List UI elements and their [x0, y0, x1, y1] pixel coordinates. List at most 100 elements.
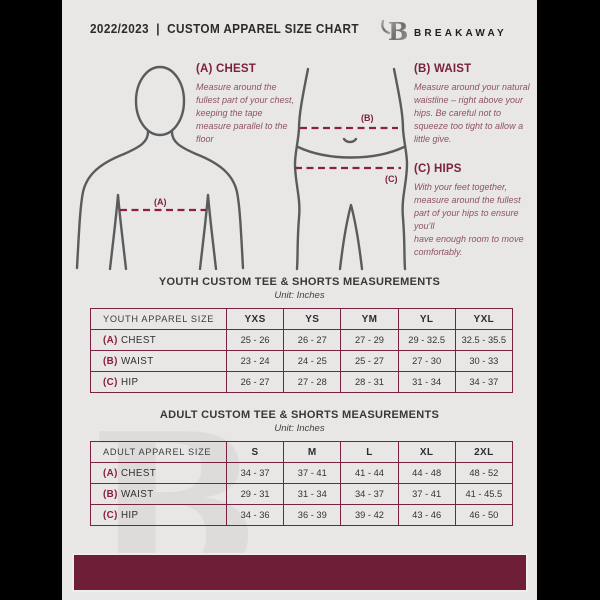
- chest-instruction-block: (A) CHEST Measure around the fullest par…: [196, 63, 298, 146]
- upper-body-diagram: (A): [75, 65, 245, 270]
- measurement-cell: 44 - 48: [397, 462, 456, 484]
- page-title: 2022/2023 | CUSTOM APPAREL SIZE CHART: [90, 22, 359, 36]
- row-label: (B) WAIST: [90, 483, 227, 505]
- row-name: CHEST: [120, 467, 157, 479]
- measurement-cell: 27 - 30: [397, 350, 456, 372]
- measurement-cell: 43 - 46: [397, 504, 456, 526]
- inner-leg-outline: [338, 203, 364, 271]
- size-col-header: XL: [397, 441, 456, 463]
- measurement-cell: 34 - 37: [454, 371, 513, 393]
- adult-header-row: ADULT APPAREL SIZE S M L XL 2XL: [90, 441, 513, 463]
- measurement-cell: 39 - 42: [340, 504, 399, 526]
- row-prefix: (C): [103, 376, 118, 388]
- row-prefix: (A): [103, 334, 118, 346]
- measurement-cell: 24 - 25: [283, 350, 342, 372]
- adult-table-title: ADULT CUSTOM TEE & SHORTS MEASUREMENTS: [159, 409, 440, 421]
- hips-instruction-block: (C) HIPS With your feet together, measur…: [414, 163, 536, 259]
- hip-line-label: (C): [385, 174, 398, 184]
- size-col-header: L: [340, 441, 399, 463]
- measurement-cell: 41 - 45.5: [454, 483, 513, 505]
- measurement-cell: 37 - 41: [397, 483, 456, 505]
- left-shoulder-arm-outline: [75, 130, 150, 270]
- measurement-cell: 31 - 34: [283, 483, 342, 505]
- youth-table-title: YOUTH CUSTOM TEE & SHORTS MEASUREMENTS: [158, 276, 441, 288]
- size-col-header: 2XL: [454, 441, 513, 463]
- measurement-cell: 31 - 34: [397, 371, 456, 393]
- adult-hip-row: (C) HIP 34 - 36 36 - 39 39 - 42 43 - 46 …: [90, 504, 513, 526]
- youth-size-header: YOUTH APPAREL SIZE: [90, 308, 227, 330]
- measurement-cell: 48 - 52: [454, 462, 513, 484]
- waist-instruction-heading: (B) WAIST: [414, 63, 472, 75]
- brand-lockup: B BREAKAWAY: [380, 14, 507, 46]
- measurement-cell: 34 - 37: [225, 462, 285, 484]
- measurement-cell: 34 - 36: [225, 504, 285, 526]
- row-name: HIP: [120, 376, 139, 388]
- adult-waist-row: (B) WAIST 29 - 31 31 - 34 34 - 37 37 - 4…: [90, 483, 513, 505]
- row-name: WAIST: [120, 355, 154, 367]
- left-hip-leg-outline: [293, 67, 310, 271]
- row-prefix: (B): [103, 488, 118, 500]
- size-col-header: YXL: [454, 308, 513, 330]
- svg-text:B: B: [388, 17, 408, 46]
- size-col-header: YM: [340, 308, 399, 330]
- row-name: HIP: [120, 509, 139, 521]
- row-label: (B) WAIST: [90, 350, 227, 372]
- measurement-cell: 25 - 27: [340, 350, 399, 372]
- navel-mark: [342, 137, 358, 144]
- measurement-cell: 23 - 24: [225, 350, 285, 372]
- youth-table-unit: Unit: Inches: [274, 290, 325, 301]
- size-col-header: M: [283, 441, 342, 463]
- hips-instruction-heading: (C) HIPS: [414, 163, 462, 175]
- chest-instruction-text: Measure around the fullest part of your …: [196, 82, 295, 145]
- measurement-cell: 37 - 41: [283, 462, 342, 484]
- measurement-cell: 29 - 32.5: [397, 329, 456, 351]
- row-label: (C) HIP: [90, 371, 227, 393]
- waist-line-label: (B): [361, 113, 374, 123]
- head-outline: [134, 65, 186, 137]
- youth-header-row: YOUTH APPAREL SIZE YXS YS YM YL YXL: [90, 308, 513, 330]
- row-prefix: (C): [103, 509, 118, 521]
- footer-bar: [72, 553, 528, 592]
- measurement-cell: 41 - 44: [340, 462, 399, 484]
- waist-instruction-text: Measure around your natural waistline – …: [414, 82, 530, 145]
- chest-instruction-heading: (A) CHEST: [196, 63, 256, 75]
- size-col-header: S: [225, 441, 285, 463]
- adult-size-table: ADULT APPAREL SIZE S M L XL 2XL (A) CHES…: [90, 441, 513, 526]
- row-label: (C) HIP: [90, 504, 227, 526]
- measurement-cell: 29 - 31: [225, 483, 285, 505]
- row-label: (A) CHEST: [90, 462, 227, 484]
- measurement-cell: 34 - 37: [340, 483, 399, 505]
- size-col-header: YS: [283, 308, 342, 330]
- adult-table-unit: Unit: Inches: [274, 423, 325, 434]
- measurement-cell: 28 - 31: [340, 371, 399, 393]
- hips-instruction-text: With your feet together, measure around …: [414, 182, 524, 258]
- measurement-cell: 25 - 26: [225, 329, 285, 351]
- measurement-cell: 26 - 27: [283, 329, 342, 351]
- size-col-header: YXS: [225, 308, 285, 330]
- chest-line-label: (A): [154, 197, 167, 207]
- row-name: CHEST: [120, 334, 157, 346]
- measurement-cell: 27 - 29: [340, 329, 399, 351]
- waistband-curve: [296, 145, 406, 159]
- waist-instruction-block: (B) WAIST Measure around your natural wa…: [414, 63, 530, 146]
- left-armpit-outline: [108, 193, 128, 270]
- measurement-cell: 36 - 39: [283, 504, 342, 526]
- youth-waist-row: (B) WAIST 23 - 24 24 - 25 25 - 27 27 - 3…: [90, 350, 513, 372]
- right-armpit-outline: [198, 193, 218, 270]
- youth-chest-row: (A) CHEST 25 - 26 26 - 27 27 - 29 29 - 3…: [90, 329, 513, 351]
- row-prefix: (B): [103, 355, 118, 367]
- lower-body-diagram: (B) (C): [293, 67, 409, 271]
- right-shoulder-arm-outline: [170, 130, 245, 270]
- measurement-cell: 30 - 33: [454, 350, 513, 372]
- row-prefix: (A): [103, 467, 118, 479]
- measurement-cell: 32.5 - 35.5: [454, 329, 513, 351]
- youth-hip-row: (C) HIP 26 - 27 27 - 28 28 - 31 31 - 34 …: [90, 371, 513, 393]
- youth-size-table: YOUTH APPAREL SIZE YXS YS YM YL YXL (A) …: [90, 308, 513, 393]
- size-chart-document: B 2022/2023 | CUSTOM APPAREL SIZE CHART …: [62, 0, 537, 600]
- measurement-cell: 46 - 50: [454, 504, 513, 526]
- size-col-header: YL: [397, 308, 456, 330]
- row-label: (A) CHEST: [90, 329, 227, 351]
- measurement-cell: 26 - 27: [225, 371, 285, 393]
- breakaway-logo-icon: B: [381, 17, 408, 46]
